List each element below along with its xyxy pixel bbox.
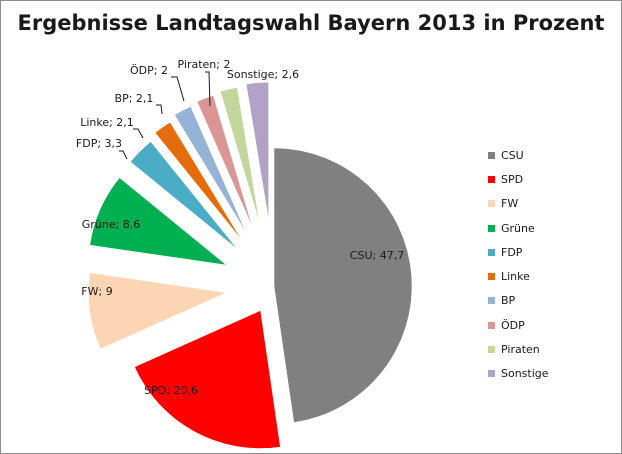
- legend-swatch-gruene: [488, 224, 495, 232]
- legend-item-piraten: Piraten: [488, 337, 549, 361]
- pie-slice-oedp: [196, 95, 253, 228]
- leader-line-fdp: [119, 150, 128, 160]
- pie-slice-csu: [273, 147, 413, 423]
- data-label-fw: FW; 9: [81, 285, 112, 298]
- legend-item-fdp: FDP: [488, 240, 549, 264]
- legend-item-oedp: ÖDP: [488, 313, 549, 337]
- legend-label-sonstige: Sonstige: [501, 367, 549, 381]
- leader-line-piraten: [205, 71, 211, 107]
- legend-label-oedp: ÖDP: [501, 318, 525, 332]
- legend-swatch-fw: [488, 200, 495, 208]
- leader-line-bp: [156, 104, 163, 115]
- legend-item-csu: CSU: [488, 143, 549, 167]
- legend: CSU SPD FW Grüne FDP Linke BP ÖDP Piraten Sonstig…: [488, 143, 549, 386]
- legend-label-spd: SPD: [501, 172, 524, 186]
- legend-label-gruene: Grüne: [501, 221, 535, 235]
- legend-swatch-oedp: [488, 321, 495, 329]
- legend-label-piraten: Piraten: [501, 343, 540, 357]
- legend-item-sonstige: Sonstige: [488, 362, 549, 386]
- legend-item-gruene: Grüne: [488, 216, 549, 240]
- pie-slice-fw: [88, 272, 228, 350]
- legend-swatch-piraten: [488, 346, 495, 354]
- legend-label-fw: FW: [501, 197, 519, 211]
- legend-item-spd: SPD: [488, 167, 549, 191]
- pie-slice-piraten: [220, 87, 260, 224]
- data-label-piraten: Piraten; 2: [178, 58, 231, 71]
- pie-slice-bp: [174, 106, 247, 233]
- legend-item-linke: Linke: [488, 264, 549, 288]
- legend-item-fw: FW: [488, 192, 549, 216]
- data-label-oedp: ÖDP; 2: [130, 64, 168, 77]
- pie-slice-fdp: [130, 141, 238, 250]
- data-label-gruene: Grüne; 8,6: [82, 218, 140, 231]
- legend-label-fdp: FDP: [501, 245, 523, 259]
- data-label-spd: SPD; 20,6: [144, 384, 198, 397]
- pie-slice-sonstige: [245, 81, 269, 221]
- legend-label-bp: BP: [501, 294, 516, 308]
- pie-slice-gruene: [89, 177, 228, 266]
- data-label-csu: CSU; 47,7: [350, 249, 404, 262]
- legend-swatch-fdp: [488, 248, 495, 256]
- legend-swatch-bp: [488, 297, 495, 305]
- pie-slice-linke: [154, 121, 243, 241]
- chart-title: Ergebnisse Landtagswahl Bayern 2013 in P…: [17, 11, 605, 35]
- legend-swatch-csu: [488, 151, 495, 159]
- legend-swatch-linke: [488, 273, 495, 281]
- leader-line-linke: [133, 128, 144, 139]
- legend-label-csu: CSU: [501, 148, 524, 162]
- legend-item-bp: BP: [488, 289, 549, 313]
- leader-line-oedp: [171, 76, 185, 102]
- data-label-linke: Linke; 2,1: [80, 116, 134, 129]
- data-label-bp: BP; 2,1: [115, 92, 154, 105]
- legend-swatch-spd: [488, 175, 495, 183]
- legend-swatch-sonstige: [488, 370, 495, 378]
- data-label-fdp: FDP; 3,3: [76, 137, 122, 150]
- data-label-sonstige: Sonstige; 2,6: [227, 68, 299, 81]
- pie-slice-spd: [134, 310, 281, 449]
- legend-label-linke: Linke: [501, 270, 530, 284]
